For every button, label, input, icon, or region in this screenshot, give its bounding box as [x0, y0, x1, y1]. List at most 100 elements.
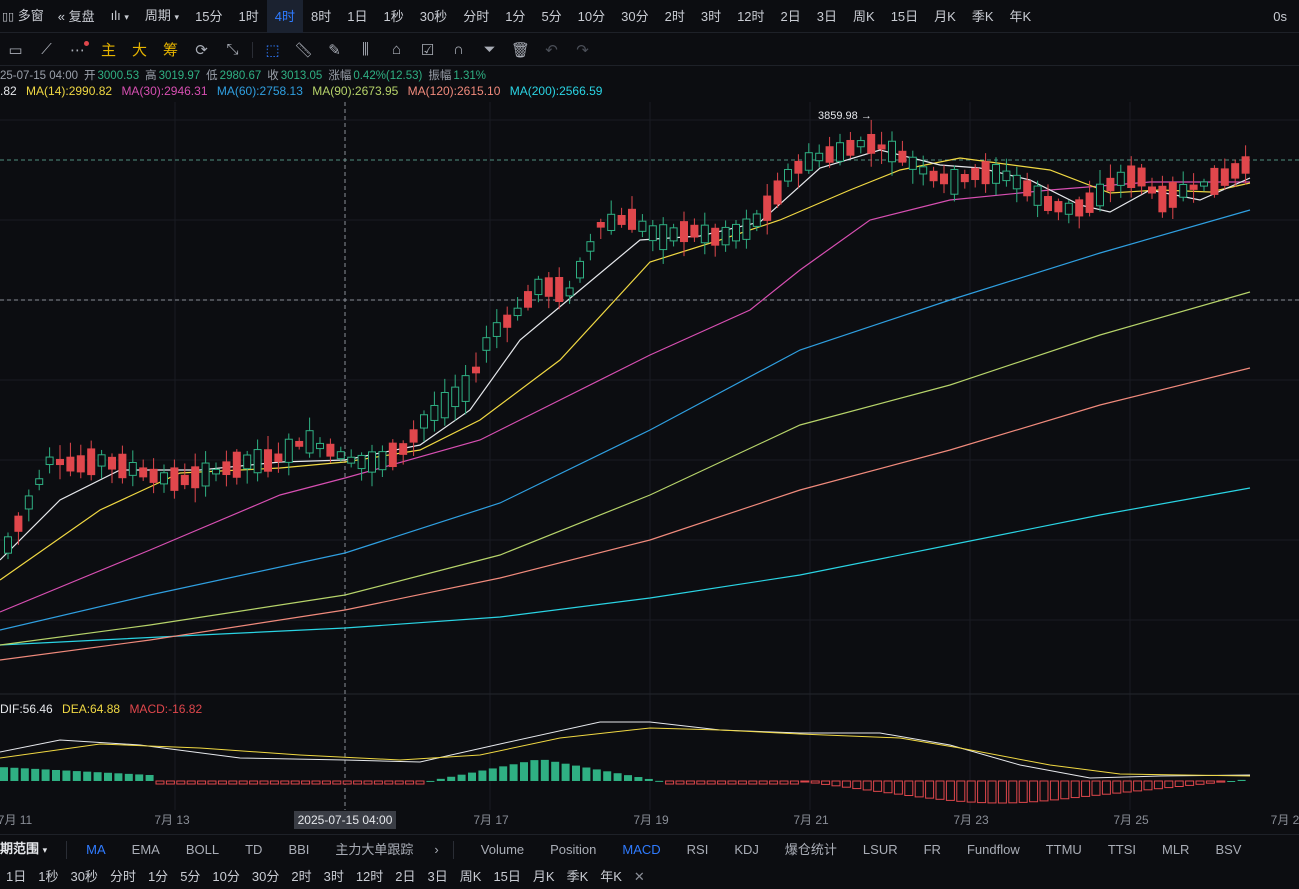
sub-rsi[interactable]: RSI [686, 841, 709, 857]
close-icon[interactable]: ✕ [633, 869, 645, 884]
ruler-icon[interactable]: 📏︎ [293, 41, 314, 59]
indicator-boll[interactable]: BOLL [185, 841, 220, 857]
sub-ttsi[interactable]: TTSI [1107, 841, 1136, 857]
sub-position[interactable]: Position [550, 841, 597, 857]
sub-mlr[interactable]: MLR [1161, 841, 1190, 857]
range-year[interactable]: 年K [600, 869, 622, 884]
range-15d[interactable]: 15日 [493, 869, 521, 884]
period-3h[interactable]: 3时 [700, 8, 722, 24]
note-icon[interactable]: ☑ [420, 41, 435, 59]
x-axis-label: 7月 17 [473, 813, 509, 827]
indicator-ema[interactable]: EMA [131, 841, 160, 857]
chart-type-button[interactable]: ılı ▾ [103, 0, 137, 34]
period-2h[interactable]: 2时 [664, 8, 685, 24]
replay-button[interactable]: « 复盘 [50, 0, 103, 33]
chevron-right-icon[interactable]: › [434, 841, 439, 857]
period-1h[interactable]: 1时 [238, 8, 259, 24]
period-2d[interactable]: 2日 [780, 8, 801, 24]
range-dropdown[interactable]: 期范围 ▾ [0, 834, 60, 865]
indicator-td[interactable]: TD [245, 841, 263, 857]
sub-kdj[interactable]: KDJ [734, 841, 759, 857]
line-tool-icon[interactable]: ⟋ [41, 41, 52, 58]
period-week[interactable]: 周K [853, 8, 875, 24]
range-12h[interactable]: 12时 [355, 869, 384, 884]
rectangle-icon[interactable]: ▭ [8, 41, 23, 59]
kline-chart[interactable]: 3859.98 → 7月 11 7月 13 7月 17 7月 19 7月 21 7月 23 7… [0, 102, 1299, 834]
candle-body [669, 227, 678, 242]
range-1s[interactable]: 1秒 [38, 869, 59, 884]
candle-body [1075, 199, 1084, 217]
period-12h[interactable]: 12时 [737, 8, 765, 24]
replay-label: 复盘 [68, 8, 95, 24]
range-2d[interactable]: 2日 [395, 869, 416, 884]
macd-bar [1081, 780, 1091, 797]
macd-bar [624, 775, 632, 781]
chips-toggle[interactable]: 筹 [162, 42, 178, 59]
range-quarter[interactable]: 季K [566, 869, 589, 884]
period-15m[interactable]: 15分 [195, 8, 223, 24]
sub-macd[interactable]: MACD [622, 841, 661, 857]
period-1s[interactable]: 1秒 [383, 8, 404, 24]
period-1m[interactable]: 1分 [505, 8, 526, 24]
candle-tool-icon[interactable]: ⫼ [362, 41, 369, 58]
period-year[interactable]: 年K [1009, 8, 1032, 24]
range-30s[interactable]: 30秒 [70, 869, 98, 884]
range-1m[interactable]: 1分 [147, 869, 169, 884]
period-8h[interactable]: 8时 [311, 8, 332, 24]
range-3h[interactable]: 3时 [323, 869, 344, 884]
multi-window-button[interactable]: ▯▯ 多窗 [0, 0, 50, 34]
magnet-icon[interactable]: ∩ [453, 41, 464, 58]
range-30m[interactable]: 30分 [251, 869, 280, 884]
period-30m[interactable]: 30分 [621, 8, 649, 24]
main-indicator-toggle[interactable]: 主 [100, 42, 116, 59]
macd-bar [561, 763, 570, 781]
ma30-value: MA(30):2946.31 [121, 84, 208, 98]
sub-bsv[interactable]: BSV [1215, 841, 1242, 857]
period-15d[interactable]: 15日 [890, 8, 919, 24]
sub-lsur[interactable]: LSUR [862, 841, 898, 857]
sub-volume[interactable]: Volume [480, 841, 525, 857]
range-month[interactable]: 月K [532, 869, 555, 884]
sub-ttmu[interactable]: TTMU [1045, 841, 1082, 857]
period-1d[interactable]: 1日 [347, 8, 368, 24]
range-1d[interactable]: 1日 [6, 869, 27, 884]
select-tool-icon[interactable]: ⬚ [265, 41, 280, 59]
measure-icon[interactable]: ⤡ [226, 41, 239, 58]
indicator-bbi[interactable]: BBI [288, 841, 310, 857]
sub-fundflow[interactable]: Fundflow [966, 841, 1020, 857]
sub-fr[interactable]: FR [923, 841, 941, 857]
period-30s[interactable]: 30秒 [419, 8, 448, 24]
indicator-ma[interactable]: MA [86, 841, 106, 857]
redo-icon[interactable]: ↷ [576, 41, 589, 59]
macd-bar [290, 780, 300, 785]
macd-bar [966, 780, 976, 803]
trash-icon[interactable]: 🗑︎ [510, 41, 531, 59]
range-timeshare[interactable]: 分时 [109, 869, 136, 884]
large-order-toggle[interactable]: 大 [131, 42, 147, 59]
period-quarter[interactable]: 季K [971, 8, 994, 24]
filter-icon[interactable]: ⏷ [483, 41, 496, 58]
pen-icon[interactable]: ✎ [328, 41, 341, 59]
period-dropdown[interactable]: 周期 ▾ [137, 0, 187, 34]
undo-icon[interactable]: ↶ [545, 41, 558, 59]
period-4h[interactable]: 4时 [266, 0, 304, 33]
macd-bar [1039, 780, 1049, 802]
period-3d[interactable]: 3日 [816, 8, 838, 24]
lock-icon[interactable]: ⌂ [391, 41, 402, 58]
period-10m[interactable]: 10分 [577, 8, 606, 24]
period-month[interactable]: 月K [934, 8, 956, 24]
indicator-large-order[interactable]: 主力大单跟踪 [335, 841, 414, 857]
range-week[interactable]: 周K [459, 869, 482, 884]
period-timeshare[interactable]: 分时 [463, 8, 490, 24]
range-3d[interactable]: 3日 [427, 869, 448, 884]
ma90-line [0, 291, 1251, 646]
range-10m[interactable]: 10分 [212, 869, 240, 884]
period-5m[interactable]: 5分 [541, 8, 562, 24]
range-label: 期范围 [0, 841, 40, 856]
range-5m[interactable]: 5分 [180, 869, 201, 884]
range-2h[interactable]: 2时 [291, 869, 312, 884]
sub-liquidation[interactable]: 爆仓统计 [784, 841, 837, 857]
more-tools-icon[interactable]: ⋯ [62, 34, 93, 66]
candle-body [659, 224, 668, 251]
sync-icon[interactable]: ⟳ [195, 41, 208, 59]
